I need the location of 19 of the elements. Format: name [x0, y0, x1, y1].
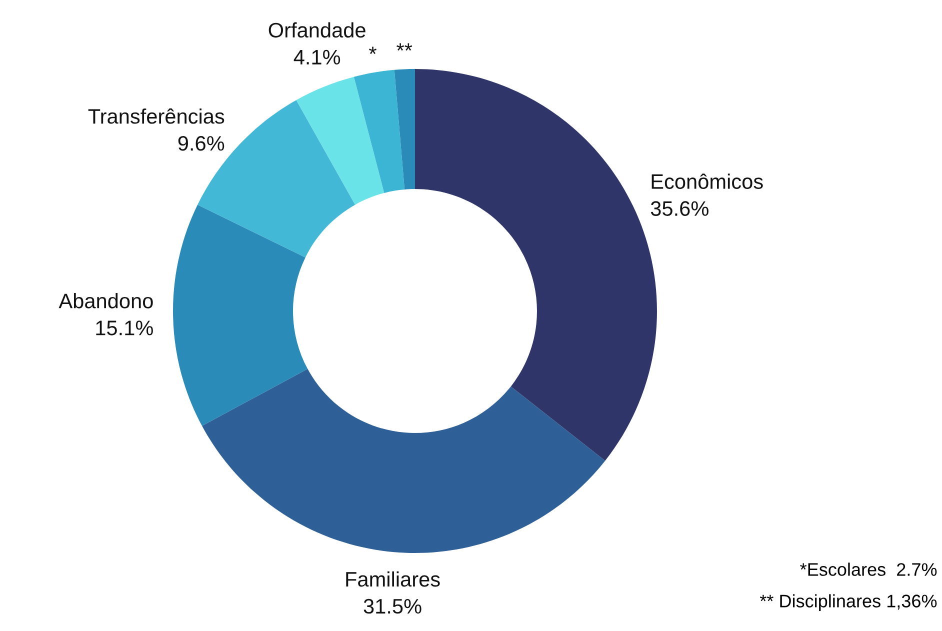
slice-label: Econômicos — [652, 174, 763, 189]
data-label: 9.6% — [178, 136, 224, 151]
slice-label: ** — [396, 43, 412, 51]
data-label: 31.5% — [364, 598, 422, 614]
data-label: 35.6% — [650, 201, 708, 216]
text: *Escolares 2.7% — [800, 562, 937, 576]
data-label: 15.1% — [96, 320, 153, 336]
slice-label: * — [369, 46, 376, 54]
donut-slice — [394, 69, 415, 190]
data-label: 4.1% — [294, 50, 340, 64]
donut-slice — [202, 368, 606, 553]
donut-slice — [296, 76, 384, 205]
slice-label: Familiares — [346, 571, 440, 587]
slice-label: Abandono — [58, 293, 153, 308]
donut-slice — [354, 70, 405, 193]
donut-slice — [173, 204, 308, 426]
slice-label: Orfandade — [268, 22, 366, 38]
text: ** Disciplinares 1,36% — [760, 594, 937, 612]
slice-label: Transferências — [88, 108, 224, 124]
